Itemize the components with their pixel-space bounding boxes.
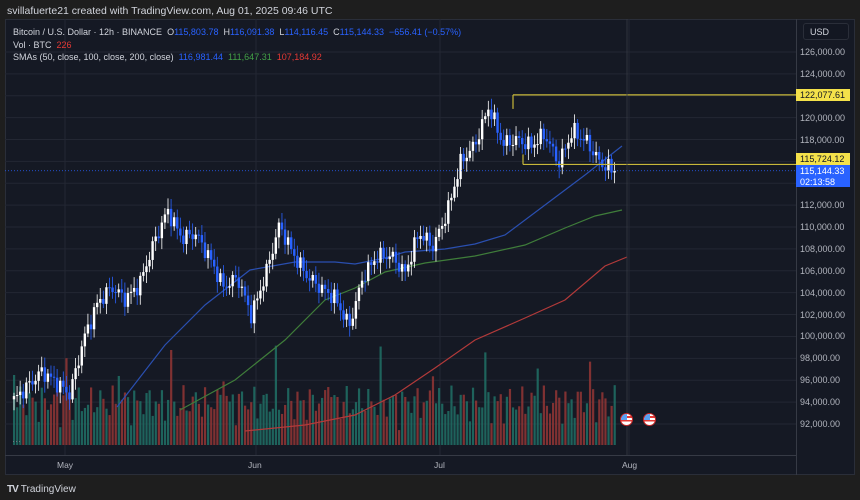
- price-tick: 124,000.00: [800, 68, 846, 79]
- time-label-jul: Jul: [434, 460, 445, 470]
- volume-value: 226: [56, 39, 72, 50]
- time-label-jun: Jun: [248, 460, 262, 470]
- price-tick: 106,000.00: [800, 265, 846, 276]
- time-label-may: May: [57, 460, 74, 470]
- price-tick: 126,000.00: [800, 47, 846, 57]
- close-value: 115,144.33: [339, 27, 385, 37]
- volume-row: Vol · BTC 226: [13, 39, 461, 52]
- symbol-title[interactable]: Bitcoin / U.S. Dollar · 12h · BINANCE: [13, 27, 163, 37]
- price-tick: 110,000.00: [800, 222, 845, 233]
- price-tick: 120,000.00: [800, 112, 846, 123]
- price-tick: 112,000.00: [800, 200, 845, 211]
- price-tick: 108,000.00: [800, 243, 846, 254]
- last-price: 115,144.33: [800, 166, 845, 176]
- change-value: −656.41 (−0.57%): [389, 27, 462, 37]
- us-economic-event-icon[interactable]: [643, 413, 656, 426]
- time-label-aug: Aug: [622, 460, 638, 470]
- ohlc-row: Bitcoin / U.S. Dollar · 12h · BINANCE O1…: [13, 27, 462, 37]
- tradingview-logo-icon: TV: [7, 484, 19, 495]
- time-axis[interactable]: [5, 455, 796, 476]
- brand-name: TradingView: [20, 484, 76, 495]
- sma-row: SMAs (50, close, 100, close, 200, close)…: [13, 51, 461, 64]
- price-tick: 118,000.00: [800, 134, 845, 145]
- candlestick-chart[interactable]: [5, 19, 796, 455]
- level-high-tag: 122,077.61: [796, 89, 850, 101]
- price-tick: 100,000.00: [800, 331, 846, 342]
- low-value: 114,116.45: [284, 27, 329, 37]
- sma200-value: 107,184.92: [276, 52, 322, 62]
- sma100-value: 111,647.31: [228, 52, 272, 62]
- price-tick: 96,000.00: [800, 375, 841, 386]
- sma50-value: 116,981.44: [178, 52, 223, 62]
- chart-credit: svillafuerte21 created with TradingView.…: [7, 5, 333, 17]
- currency-label[interactable]: USD: [803, 23, 849, 40]
- level-low-tag: 115,724.12: [796, 153, 850, 165]
- chart-legend: Bitcoin / U.S. Dollar · 12h · BINANCE O1…: [13, 26, 461, 64]
- more-indicators-icon[interactable]: ···: [12, 436, 21, 446]
- price-tick: 94,000.00: [800, 397, 841, 408]
- open-value: 115,803.78: [174, 27, 219, 37]
- high-value: 116,091.38: [229, 27, 275, 37]
- price-tick: 104,000.00: [800, 287, 846, 298]
- price-axis[interactable]: [796, 19, 855, 475]
- last-price-tag: 115,144.33 02:13:58: [796, 165, 850, 187]
- sma-label[interactable]: SMAs (50, close, 100, close, 200, close): [13, 52, 174, 62]
- price-tick: 102,000.00: [800, 309, 846, 320]
- price-pane[interactable]: [5, 19, 796, 455]
- bar-countdown: 02:13:58: [800, 176, 836, 187]
- price-tick: 92,000.00: [800, 418, 841, 429]
- us-economic-event-icon[interactable]: [620, 413, 633, 426]
- tradingview-brand: TV TradingView: [7, 484, 76, 495]
- volume-label[interactable]: Vol · BTC: [13, 39, 52, 50]
- price-tick: 98,000.00: [800, 353, 841, 364]
